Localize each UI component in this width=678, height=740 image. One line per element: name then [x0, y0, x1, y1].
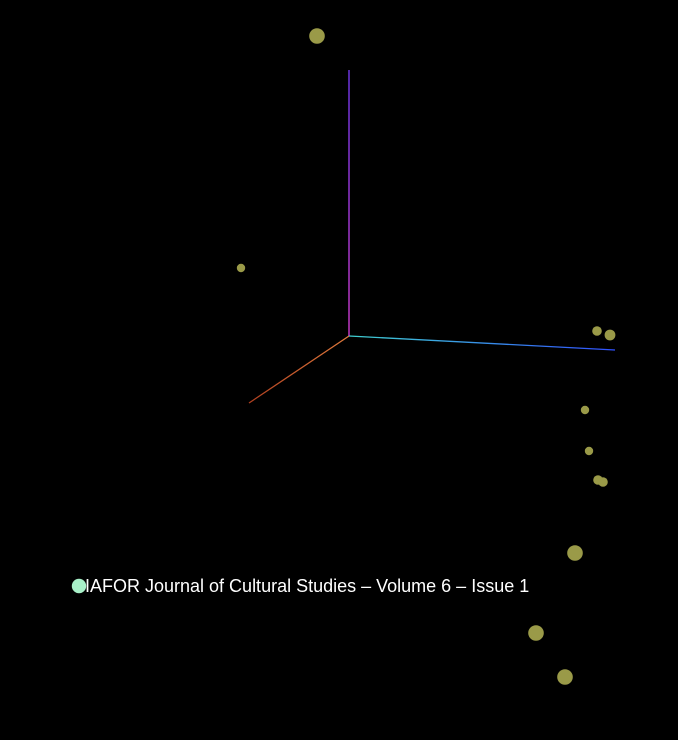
data-point[interactable]	[567, 545, 583, 561]
highlighted-point-label: IAFOR Journal of Cultural Studies – Volu…	[85, 576, 529, 596]
data-point[interactable]	[598, 477, 608, 487]
data-point[interactable]	[584, 446, 594, 456]
data-point[interactable]	[309, 28, 325, 44]
highlighted-data-point[interactable]	[71, 578, 87, 594]
axes-group	[248, 70, 616, 404]
data-point[interactable]	[592, 326, 602, 336]
z-axis-line	[348, 335, 616, 351]
points-group	[71, 28, 616, 685]
data-point[interactable]	[604, 329, 616, 341]
data-point[interactable]	[557, 669, 573, 685]
data-point[interactable]	[528, 625, 544, 641]
data-point[interactable]	[236, 263, 246, 273]
data-point[interactable]	[580, 405, 590, 415]
x-axis-line	[248, 335, 350, 404]
